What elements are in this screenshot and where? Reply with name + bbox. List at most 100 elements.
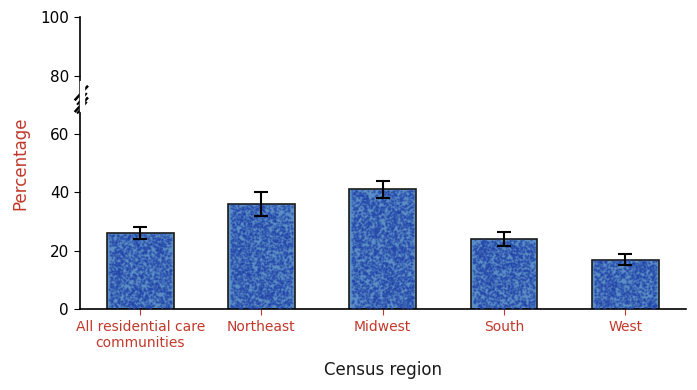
Point — [477, 282, 488, 288]
Point — [500, 247, 512, 254]
Point — [475, 249, 487, 255]
Point — [596, 265, 607, 271]
Point — [280, 278, 291, 284]
Point — [250, 262, 261, 268]
Point — [614, 276, 625, 282]
Point — [354, 195, 365, 202]
Point — [110, 270, 121, 277]
Point — [136, 287, 147, 293]
Point — [406, 261, 418, 267]
Point — [372, 289, 383, 295]
Point — [350, 215, 361, 221]
Point — [528, 248, 539, 254]
Point — [475, 251, 486, 257]
Point — [390, 232, 401, 238]
Point — [229, 209, 240, 216]
Point — [135, 244, 146, 250]
Point — [284, 240, 295, 246]
Point — [283, 257, 294, 263]
Point — [115, 285, 126, 291]
Point — [260, 226, 271, 232]
Point — [378, 273, 390, 280]
Point — [146, 233, 158, 239]
Bar — [470, 239, 537, 309]
Point — [108, 268, 119, 275]
Point — [528, 277, 539, 283]
Point — [275, 259, 286, 265]
Point — [278, 286, 289, 292]
Point — [482, 263, 493, 269]
Point — [469, 284, 480, 291]
Point — [374, 238, 385, 244]
Point — [165, 289, 176, 295]
Point — [132, 290, 143, 296]
Point — [155, 287, 167, 294]
Point — [153, 272, 164, 278]
Point — [231, 285, 243, 292]
Point — [367, 282, 378, 288]
Point — [280, 251, 291, 257]
Point — [474, 266, 485, 272]
Point — [489, 271, 500, 278]
Point — [355, 190, 366, 196]
Point — [279, 267, 290, 273]
Point — [112, 280, 123, 286]
Point — [118, 272, 130, 278]
Point — [511, 284, 522, 290]
Point — [387, 289, 398, 296]
Point — [261, 284, 273, 290]
Point — [624, 258, 635, 264]
Point — [516, 237, 527, 243]
Point — [362, 299, 374, 305]
Point — [484, 254, 496, 260]
Point — [496, 292, 507, 298]
Point — [484, 267, 495, 273]
Point — [399, 236, 410, 242]
Point — [379, 239, 390, 245]
Point — [158, 250, 169, 256]
Point — [251, 269, 262, 275]
Point — [360, 216, 371, 222]
Point — [369, 294, 380, 301]
Point — [478, 291, 489, 297]
Point — [349, 275, 360, 281]
Point — [240, 220, 251, 227]
Point — [361, 192, 372, 198]
Point — [252, 247, 263, 254]
Point — [504, 260, 515, 266]
Point — [271, 269, 282, 275]
Point — [597, 271, 608, 277]
Point — [480, 246, 491, 252]
Point — [619, 293, 630, 299]
Point — [233, 231, 245, 238]
Point — [231, 214, 243, 220]
Point — [474, 283, 485, 289]
Point — [229, 254, 240, 260]
Point — [482, 263, 493, 269]
Point — [229, 208, 240, 215]
Point — [373, 200, 384, 207]
Point — [383, 246, 395, 253]
Point — [262, 290, 273, 296]
Point — [387, 225, 398, 231]
Point — [640, 291, 651, 298]
Point — [135, 272, 146, 278]
Point — [255, 209, 266, 215]
Point — [348, 215, 360, 222]
Point — [388, 213, 399, 219]
Point — [491, 291, 503, 297]
Point — [483, 245, 494, 252]
Point — [640, 282, 651, 289]
Point — [592, 263, 603, 269]
Point — [162, 238, 174, 244]
Point — [494, 275, 505, 282]
Point — [228, 242, 239, 248]
Point — [282, 230, 293, 236]
Point — [146, 286, 157, 292]
Point — [245, 271, 256, 278]
Point — [529, 276, 540, 282]
Point — [507, 247, 519, 254]
Point — [366, 258, 377, 264]
Point — [153, 241, 164, 247]
Point — [361, 292, 372, 299]
